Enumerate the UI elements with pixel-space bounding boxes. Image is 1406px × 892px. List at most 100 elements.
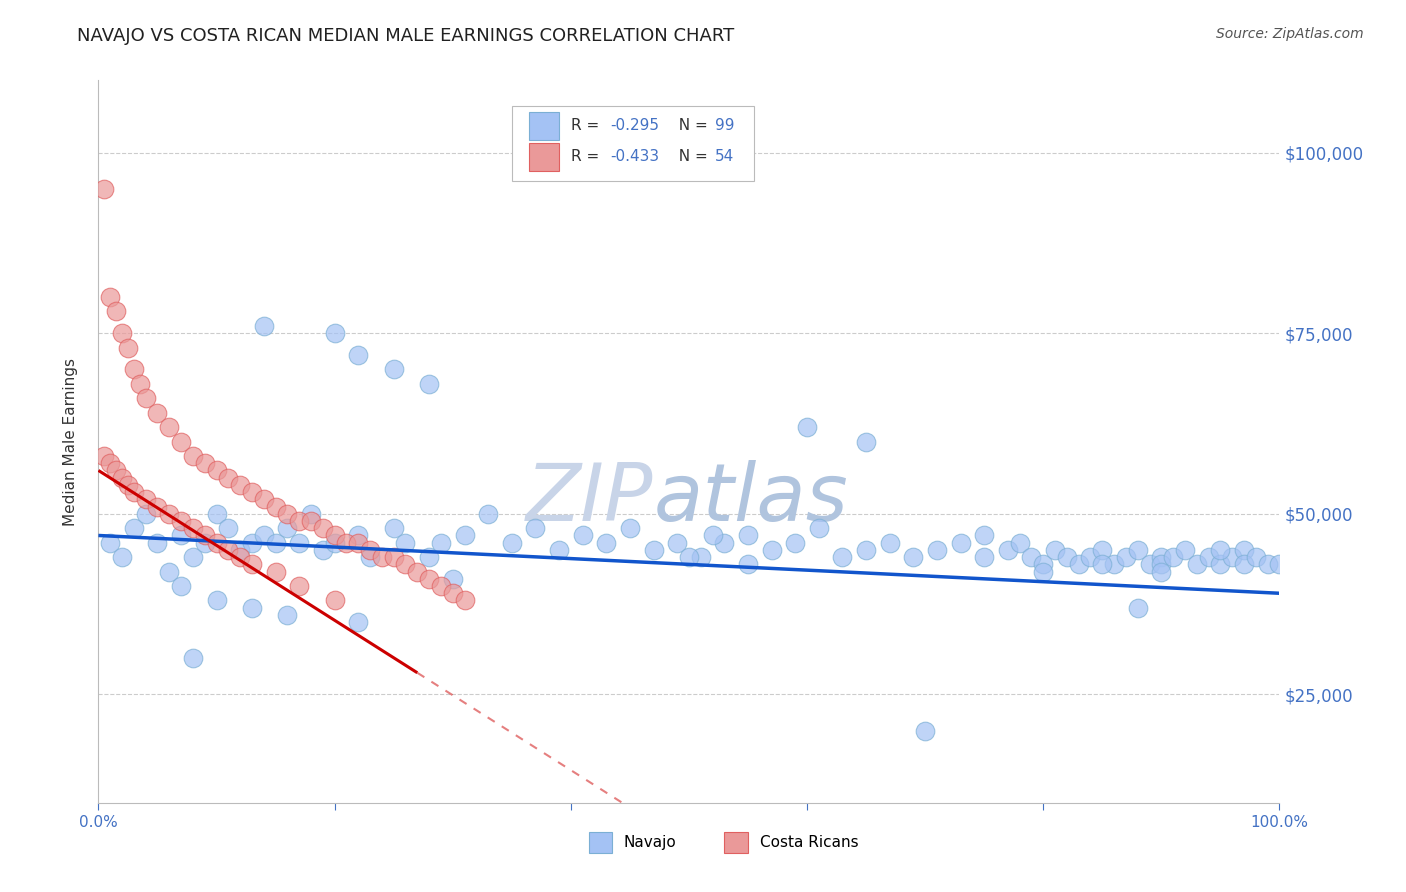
Point	[548, 542, 571, 557]
Point	[181, 449, 204, 463]
Point	[453, 528, 475, 542]
Point	[205, 463, 228, 477]
Point	[1209, 558, 1232, 572]
Point	[288, 535, 311, 549]
Point	[1209, 542, 1232, 557]
Text: Source: ZipAtlas.com: Source: ZipAtlas.com	[1216, 27, 1364, 41]
Text: N =: N =	[669, 119, 713, 133]
Point	[925, 542, 948, 557]
Point	[181, 550, 204, 565]
Point	[571, 528, 593, 542]
Point	[1043, 542, 1066, 557]
Text: R =: R =	[571, 149, 605, 164]
Point	[117, 341, 139, 355]
Point	[170, 579, 193, 593]
Point	[240, 558, 263, 572]
Point	[501, 535, 523, 549]
Point	[831, 550, 853, 565]
Point	[903, 550, 925, 565]
Point	[1126, 600, 1149, 615]
Point	[229, 542, 252, 557]
Point	[382, 550, 405, 565]
Point	[111, 326, 134, 340]
Point	[702, 528, 724, 542]
Point	[441, 572, 464, 586]
Point	[382, 521, 405, 535]
Text: ZIP: ZIP	[526, 460, 654, 539]
Point	[98, 535, 121, 549]
Point	[643, 542, 665, 557]
Point	[312, 542, 335, 557]
Point	[973, 550, 995, 565]
Point	[453, 593, 475, 607]
Point	[914, 723, 936, 738]
Point	[430, 535, 453, 549]
Point	[194, 535, 217, 549]
Point	[371, 550, 394, 565]
Point	[796, 420, 818, 434]
Point	[98, 456, 121, 470]
Point	[181, 651, 204, 665]
Point	[93, 449, 115, 463]
Point	[347, 615, 370, 630]
Point	[406, 565, 429, 579]
Point	[807, 521, 830, 535]
Point	[170, 514, 193, 528]
Point	[713, 535, 735, 549]
Point	[973, 528, 995, 542]
Point	[477, 507, 499, 521]
Point	[217, 470, 239, 484]
Point	[217, 542, 239, 557]
Point	[128, 376, 150, 391]
Point	[1091, 558, 1114, 572]
Point	[229, 550, 252, 565]
Point	[1150, 565, 1173, 579]
Point	[418, 550, 440, 565]
Point	[288, 579, 311, 593]
Point	[737, 528, 759, 542]
Point	[194, 456, 217, 470]
Point	[264, 500, 287, 514]
Point	[524, 521, 547, 535]
Point	[170, 528, 193, 542]
Point	[1102, 558, 1125, 572]
Point	[105, 304, 128, 318]
Point	[595, 535, 617, 549]
Point	[253, 318, 276, 333]
Point	[1032, 565, 1054, 579]
Point	[1080, 550, 1102, 565]
Point	[323, 535, 346, 549]
Point	[323, 326, 346, 340]
Point	[347, 348, 370, 362]
Point	[135, 492, 157, 507]
Point	[240, 600, 263, 615]
Point	[312, 521, 335, 535]
Point	[157, 420, 180, 434]
Point	[619, 521, 641, 535]
Point	[666, 535, 689, 549]
Point	[205, 507, 228, 521]
Point	[761, 542, 783, 557]
Text: -0.295: -0.295	[610, 119, 659, 133]
Point	[1257, 558, 1279, 572]
Point	[1021, 550, 1043, 565]
Point	[335, 535, 357, 549]
Point	[1268, 558, 1291, 572]
Point	[1185, 558, 1208, 572]
Point	[205, 593, 228, 607]
Point	[276, 507, 298, 521]
Point	[430, 579, 453, 593]
Point	[855, 542, 877, 557]
Point	[1139, 558, 1161, 572]
Point	[1126, 542, 1149, 557]
Point	[157, 565, 180, 579]
Point	[394, 535, 416, 549]
Point	[1244, 550, 1267, 565]
Point	[382, 362, 405, 376]
Point	[135, 507, 157, 521]
Text: NAVAJO VS COSTA RICAN MEDIAN MALE EARNINGS CORRELATION CHART: NAVAJO VS COSTA RICAN MEDIAN MALE EARNIN…	[77, 27, 734, 45]
Point	[299, 507, 322, 521]
Point	[1091, 542, 1114, 557]
Point	[1115, 550, 1137, 565]
Point	[359, 542, 381, 557]
